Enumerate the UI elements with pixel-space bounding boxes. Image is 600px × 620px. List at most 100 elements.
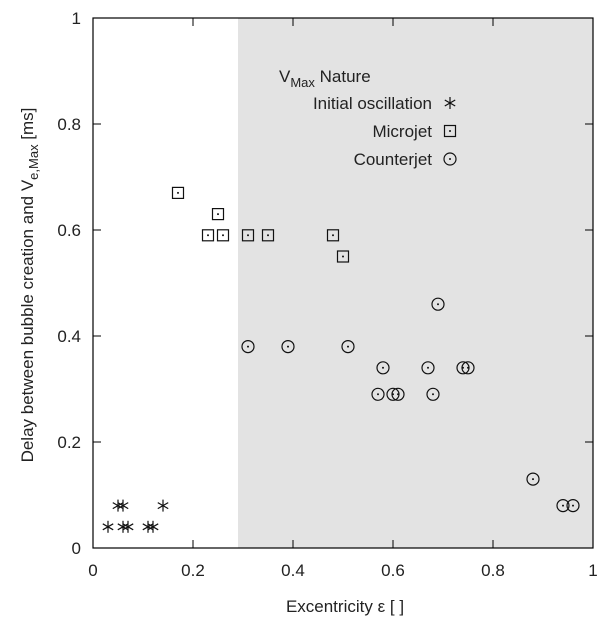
counterjet-point <box>426 387 440 401</box>
circle-outline <box>341 340 355 354</box>
center-dot <box>342 255 344 258</box>
square-outline <box>336 250 350 263</box>
y-tick-label: 0 <box>72 539 81 558</box>
y-tick-label: 0.8 <box>57 115 81 134</box>
circle-outline <box>281 340 295 354</box>
legend-title-rest: Nature <box>315 67 371 86</box>
circle-outline <box>461 361 475 375</box>
initial-oscillation-point <box>142 520 154 533</box>
circle-outline <box>443 152 457 166</box>
counterjet-point <box>421 361 435 375</box>
initial-oscillation-point <box>112 499 124 512</box>
center-dot <box>572 504 574 507</box>
center-dot <box>427 366 429 369</box>
x-tick-label: 0.4 <box>281 561 305 580</box>
center-dot <box>222 234 224 237</box>
counterjet-point <box>461 361 475 375</box>
y-tick-label: 0.6 <box>57 221 81 240</box>
center-dot <box>332 234 334 237</box>
legend-marker-microjet <box>443 124 457 138</box>
square-outline <box>211 208 225 221</box>
x-axis-title: Excentricity ε [ ] <box>286 597 404 616</box>
asterisk-stroke <box>142 523 154 531</box>
center-dot <box>562 504 564 507</box>
asterisk-stroke <box>157 502 169 510</box>
asterisk-stroke <box>444 99 456 107</box>
microjet-point <box>336 250 350 263</box>
legend-title-main: V <box>279 67 291 86</box>
center-dot <box>432 393 434 396</box>
circle-outline <box>426 387 440 401</box>
center-dot <box>207 234 209 237</box>
x-tick-label: 0.8 <box>481 561 505 580</box>
asterisk-stroke <box>117 502 129 510</box>
asterisk-stroke <box>117 523 129 531</box>
circle-outline <box>431 297 445 311</box>
initial-oscillation-point <box>117 520 129 533</box>
initial-oscillation-point <box>102 520 114 533</box>
circle-outline <box>391 387 405 401</box>
ticks-layer: 0 0.2 0.4 0.6 0.8 1 0 0.2 0.4 0.6 0.8 1 <box>57 9 597 580</box>
microjet-point <box>211 208 225 221</box>
y-tick-label: 1 <box>72 9 81 28</box>
legend-label-microjet: Microjet <box>372 122 432 141</box>
counterjet-point <box>281 340 295 354</box>
asterisk-stroke <box>112 502 124 510</box>
y-tick-label: 0.4 <box>57 327 81 346</box>
circle-outline <box>526 472 540 486</box>
counterjet-point <box>566 499 580 513</box>
x-tick-label: 1 <box>588 561 597 580</box>
legend-label-initial-oscillation: Initial oscillation <box>313 94 432 113</box>
circle-outline <box>241 340 255 354</box>
square-outline <box>171 186 185 199</box>
counterjet-point <box>371 387 385 401</box>
center-dot <box>177 191 179 194</box>
plot-frame-layer <box>92 17 594 549</box>
initial-oscillation-point <box>117 499 129 512</box>
center-dot <box>532 478 534 481</box>
legend-label-counterjet: Counterjet <box>354 150 433 169</box>
square-outline <box>326 229 340 242</box>
legend-marker-initial-oscillation <box>444 97 456 109</box>
counterjet-point <box>526 472 540 486</box>
center-dot <box>267 234 269 237</box>
circle-outline <box>421 361 435 375</box>
center-dot <box>347 345 349 348</box>
counterjet-point <box>431 297 445 311</box>
center-dot <box>449 158 451 160</box>
y-axis-title-unit: [ms] <box>18 108 37 145</box>
asterisk-stroke <box>122 523 134 531</box>
square-outline <box>443 124 457 138</box>
y-tick-label: 0.2 <box>57 433 81 452</box>
circle-outline <box>556 499 570 513</box>
legend-marker-counterjet <box>443 152 457 166</box>
microjet-point <box>216 229 230 242</box>
center-dot <box>397 393 399 396</box>
microjet-point <box>326 229 340 242</box>
x-tick-label: 0.6 <box>381 561 405 580</box>
counterjet-point <box>556 499 570 513</box>
center-dot <box>247 234 249 237</box>
circle-outline <box>371 387 385 401</box>
microjet-point <box>201 229 215 242</box>
microjet-point <box>241 229 255 242</box>
shaded-region-layer <box>238 18 593 548</box>
square-outline <box>261 229 275 242</box>
square-outline <box>201 229 215 242</box>
initial-oscillation-point <box>147 520 159 533</box>
center-dot <box>467 366 469 369</box>
x-tick-label: 0.2 <box>181 561 205 580</box>
y-axis-title-main: Delay between bubble creation and V <box>18 179 37 462</box>
circle-outline <box>566 499 580 513</box>
y-axis-title: Delay between bubble creation and Ve,Max… <box>18 108 41 463</box>
initial-oscillation-point <box>157 499 169 512</box>
points-layer <box>102 186 580 533</box>
counterjet-point <box>391 387 405 401</box>
center-dot <box>377 393 379 396</box>
shaded-region <box>238 18 593 548</box>
square-outline <box>241 229 255 242</box>
asterisk-stroke <box>102 523 114 531</box>
counterjet-point <box>241 340 255 354</box>
center-dot <box>437 303 439 306</box>
